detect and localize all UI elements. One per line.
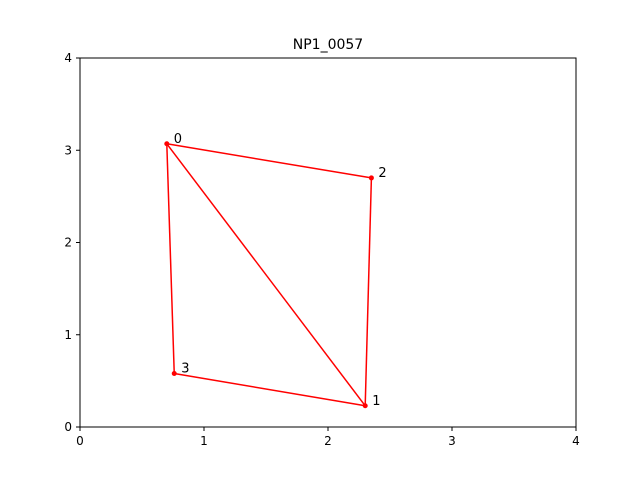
point-label-0: 0 (174, 132, 182, 147)
y-tick-label: 0 (64, 420, 72, 434)
point-3 (171, 370, 177, 376)
x-axis-ticks: 0 1 2 3 4 (76, 427, 580, 448)
y-tick-label: 4 (64, 51, 72, 65)
x-tick-label: 0 (76, 434, 84, 448)
x-tick-label: 4 (572, 434, 580, 448)
point-1 (362, 403, 368, 409)
edge-3-0 (166, 143, 175, 374)
x-tick-label: 1 (200, 434, 208, 448)
x-tick-label: 3 (448, 434, 456, 448)
y-axis-ticks: 0 1 2 3 4 (64, 51, 80, 434)
point-labels-layer: 0 1 2 3 (174, 132, 387, 409)
edge-2-1 (364, 177, 373, 406)
point-label-3: 3 (181, 361, 189, 376)
point-label-2: 2 (378, 166, 386, 181)
plot-area-frame (79, 57, 577, 428)
point-2 (368, 175, 374, 181)
y-tick-label: 3 (64, 143, 72, 157)
point-label-1: 1 (372, 394, 380, 409)
y-tick-label: 2 (64, 236, 72, 250)
edge-0-2 (166, 143, 372, 179)
edge-1-3 (174, 372, 366, 407)
edge-0-1 (166, 143, 366, 407)
y-tick-label: 1 (64, 328, 72, 342)
x-tick-label: 2 (324, 434, 332, 448)
points-layer (164, 141, 374, 409)
point-0 (164, 141, 170, 147)
chart-title: NP1_0057 (293, 37, 363, 53)
edges-layer (166, 143, 373, 407)
